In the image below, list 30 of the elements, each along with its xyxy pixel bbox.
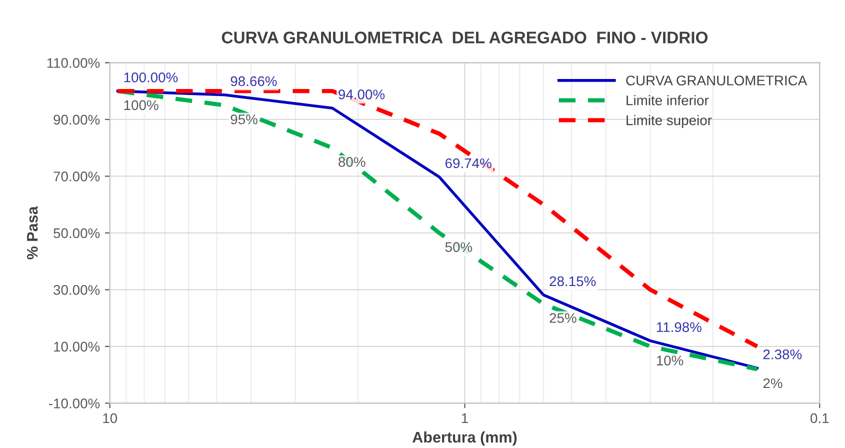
data-label: 98.66% (230, 76, 277, 86)
y-tick-label: -10.00% (49, 398, 100, 408)
data-label: 28.15% (550, 276, 596, 286)
data-label: 94.00% (338, 90, 385, 100)
data-label: 2.38% (763, 349, 802, 360)
data-label: 2% (763, 378, 782, 388)
x-tick-label: 1 (462, 413, 468, 423)
legend-label: CURVA GRANULOMETRICA (626, 76, 808, 86)
y-tick-label: 30.00% (54, 285, 100, 295)
y-tick-label: 10.00% (54, 342, 100, 352)
data-label: 80% (338, 157, 366, 167)
data-label: 25% (550, 313, 576, 323)
legend-label: Limite supeior (626, 115, 712, 128)
legend-label: Limite inferior (626, 95, 709, 106)
x-axis-title: Abertura (mm) (412, 431, 517, 446)
y-tick-label: 90.00% (54, 114, 100, 125)
data-label: 100.00% (124, 72, 178, 82)
data-label: 95% (230, 114, 258, 124)
y-axis-title: % Pasa (26, 206, 38, 260)
y-tick-label: 110.00% (47, 58, 100, 68)
x-tick-label: 0.1 (810, 413, 829, 424)
data-label: 100% (124, 100, 158, 110)
data-label: 69.74% (446, 158, 492, 168)
y-tick-label: 50.00% (54, 228, 100, 238)
x-tick-label: 10 (103, 413, 118, 424)
data-label: 10% (656, 356, 684, 366)
y-tick-label: 70.00% (54, 172, 100, 182)
data-label: 11.98% (656, 322, 702, 332)
data-label: 50% (445, 242, 472, 252)
chart-title: CURVA GRANULOMETRICA DEL AGREGADO FINO - VIDRIO (222, 32, 708, 44)
